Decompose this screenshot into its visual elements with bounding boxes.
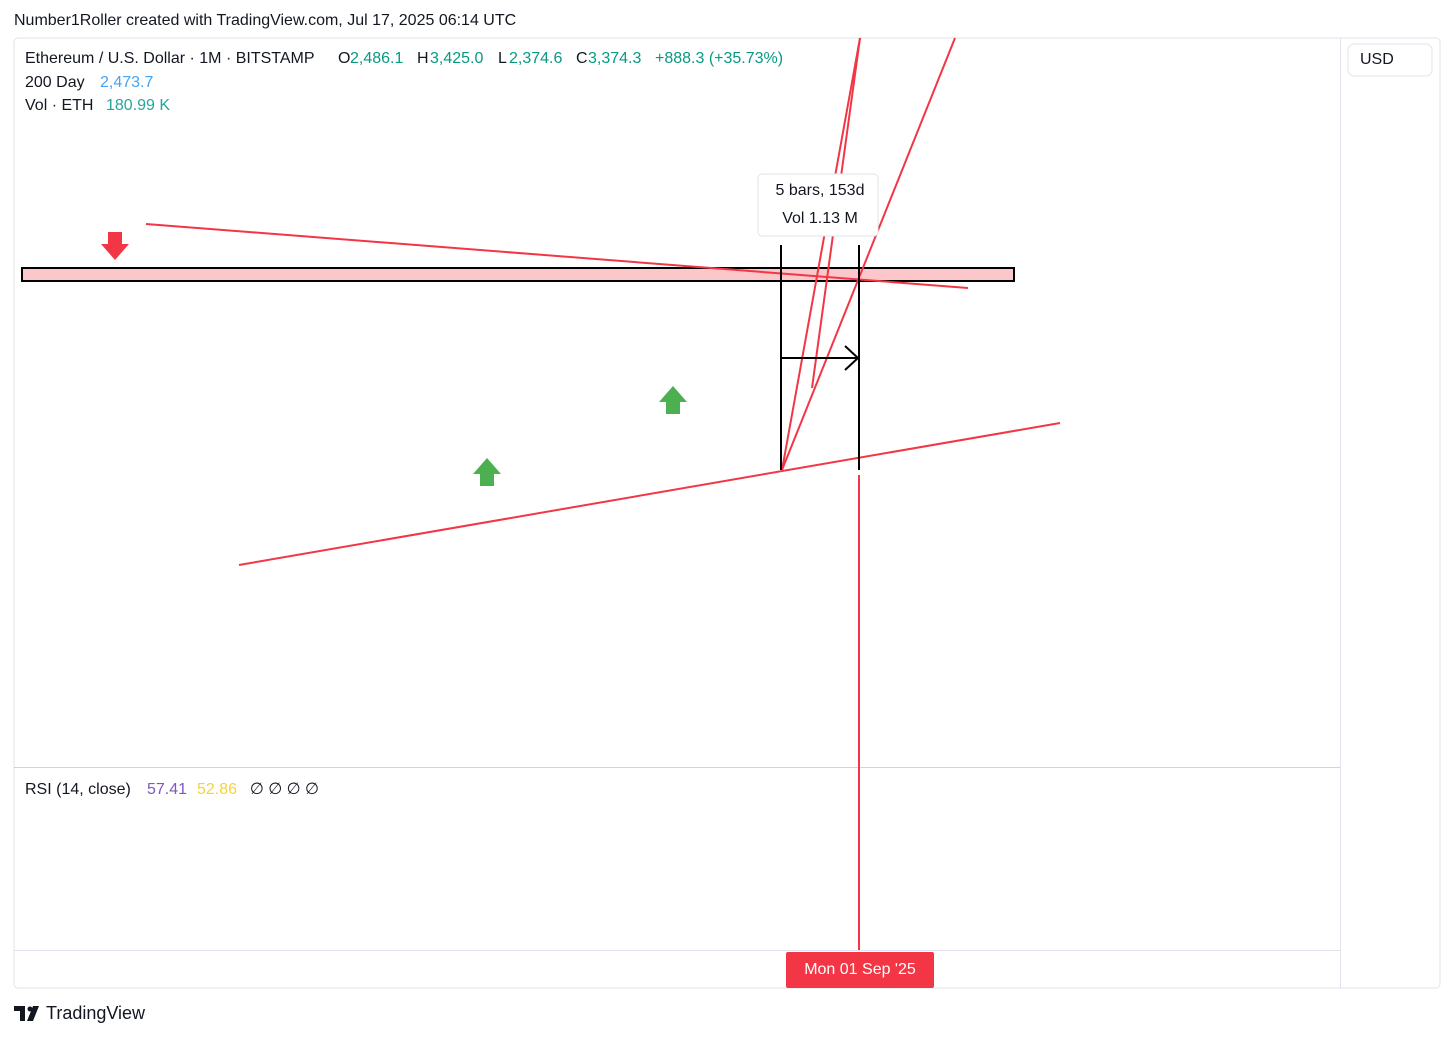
rsi-extra: ∅ ∅ ∅ ∅	[250, 781, 319, 798]
trend-line	[145, 223, 969, 289]
ohlc-key: O	[338, 50, 350, 67]
down-arrow	[101, 232, 129, 260]
currency-button[interactable]	[1347, 43, 1433, 77]
watermark: Number1Roller created with TradingView.c…	[14, 12, 516, 29]
logo	[14, 1006, 39, 1021]
pane-separator	[14, 767, 1340, 768]
resistance-zone	[21, 267, 1015, 282]
ma-value: 2,473.7	[100, 74, 153, 91]
axis-separator	[1340, 38, 1341, 988]
footer-brand: TradingView	[46, 1003, 146, 1023]
arrow-head	[844, 345, 860, 371]
rsi-name: RSI (14, close)	[25, 781, 131, 798]
measure-bars: 5 bars, 153d	[776, 182, 865, 199]
ohlc-key: C	[576, 50, 588, 67]
ohlc-value: 3,374.3	[588, 50, 641, 67]
rsi-ma-value: 52.86	[197, 781, 237, 798]
ohlc-value: 2,486.1	[350, 50, 403, 67]
crosshair-label: Mon 01 Sep '25	[804, 961, 916, 978]
ohlc-key: L	[498, 50, 507, 67]
logo-mark	[14, 1006, 39, 1021]
rsi-value: 57.41	[147, 781, 187, 798]
trend-line	[238, 422, 1061, 566]
ohlc-value: 2,374.6	[509, 50, 562, 67]
volume-name: Vol · ETH	[25, 97, 93, 114]
crosshair-label-bg	[786, 952, 934, 988]
ohlc-value: 3,425.0	[430, 50, 483, 67]
trend-line	[781, 37, 956, 471]
trend-line	[781, 37, 861, 471]
logo-dot	[27, 1006, 33, 1012]
change: +888.3 (+35.73%)	[655, 50, 783, 67]
up-arrow	[473, 458, 501, 486]
up-arrow	[659, 386, 687, 414]
measure-tooltip	[757, 173, 879, 237]
ohlc-key: H	[417, 50, 429, 67]
time-axis-separator	[14, 950, 1340, 951]
measure-volume: Vol 1.13 M	[782, 210, 858, 227]
currency[interactable]: USD	[1360, 51, 1394, 68]
symbol-title: Ethereum / U.S. Dollar · 1M · BITSTAMP	[25, 50, 315, 67]
drawings: 5 bars, 153d Vol 1.13 M	[21, 37, 1061, 950]
volume-value: 180.99 K	[106, 97, 170, 114]
ma-name: 200 Day	[25, 74, 85, 91]
chart-frame	[13, 37, 1441, 989]
